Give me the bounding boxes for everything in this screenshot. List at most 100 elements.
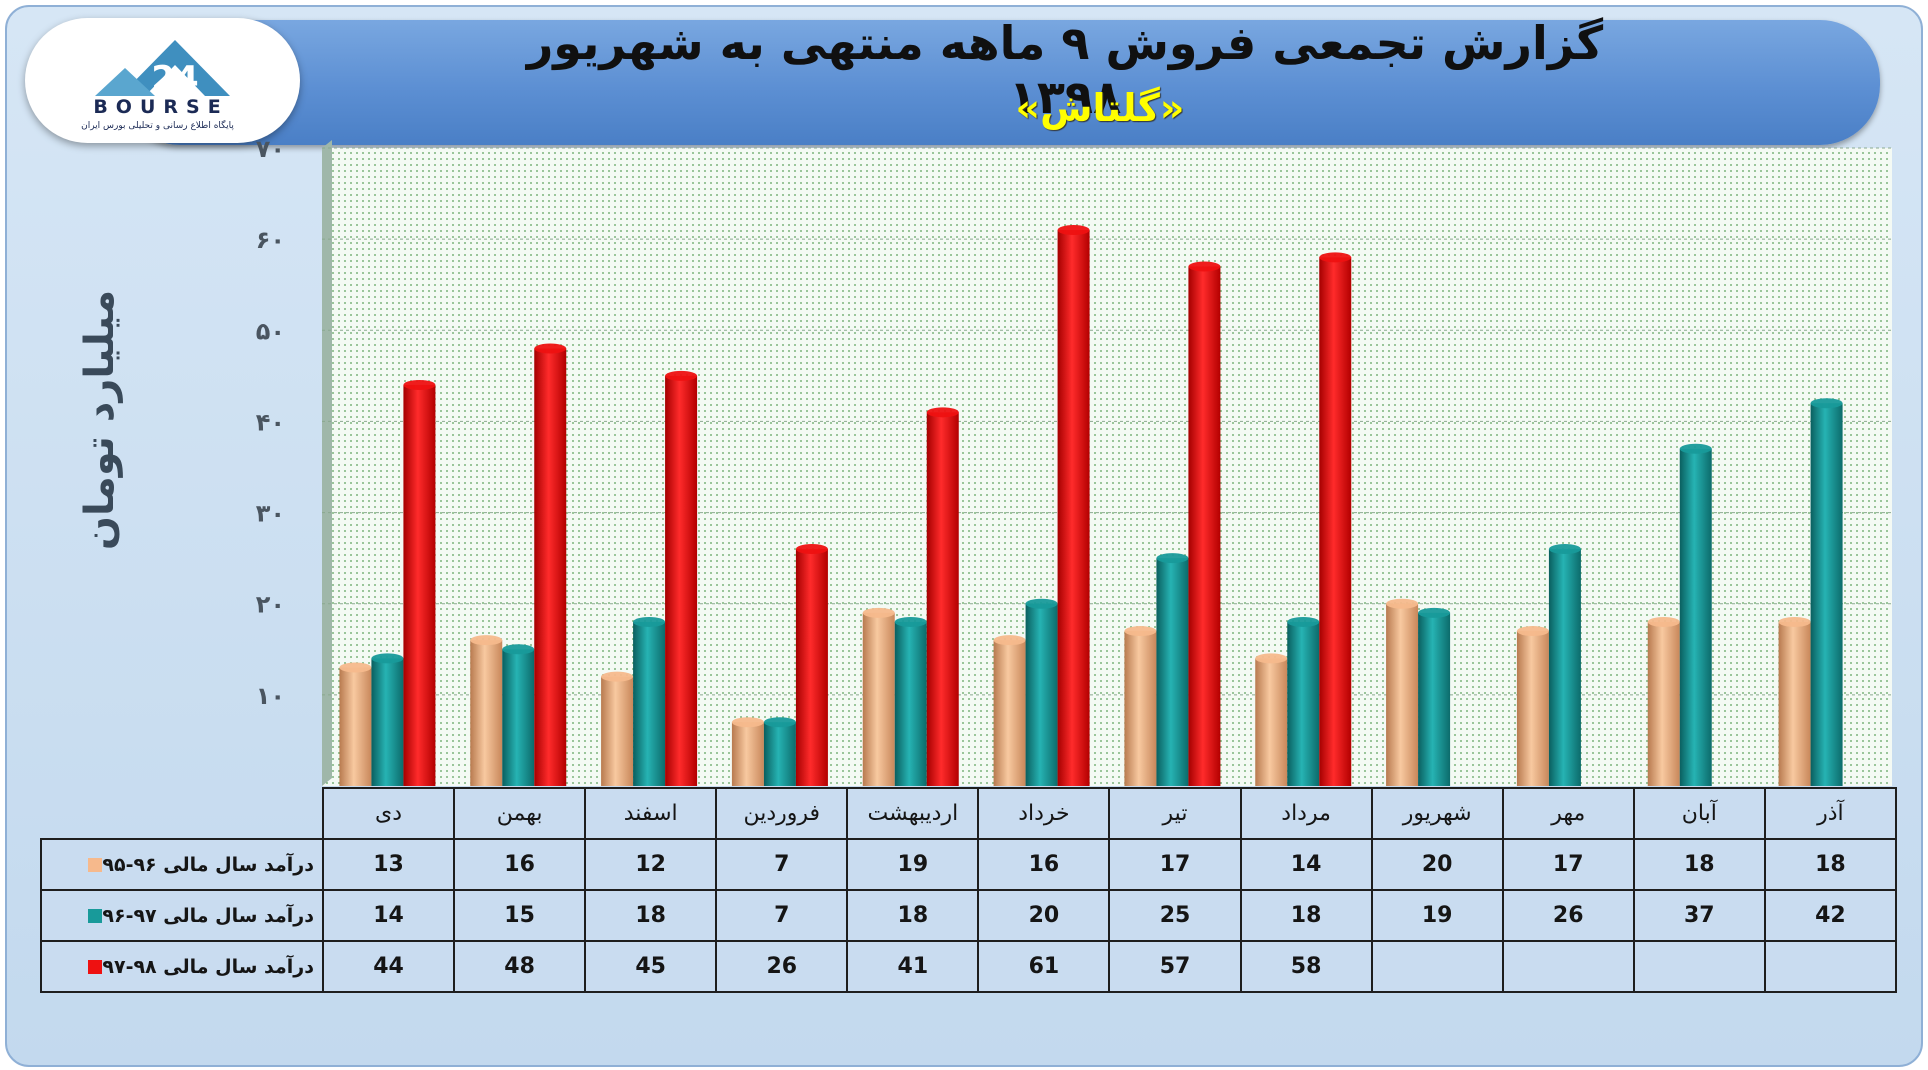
data-label: 20 bbox=[1370, 838, 1504, 891]
bar-cap-series-3 bbox=[1319, 252, 1352, 263]
bar-cap-series-2 bbox=[1418, 607, 1451, 618]
legend-swatch bbox=[88, 909, 103, 923]
legend-entry: درآمد سال مالی ۹۶-۹۵ bbox=[40, 838, 324, 891]
bar-cap-series-3 bbox=[795, 544, 828, 555]
bar-cap-series-1 bbox=[339, 662, 372, 673]
bar-series-1 bbox=[1255, 658, 1288, 786]
bar-series-2 bbox=[1679, 448, 1712, 786]
bar-cap-series-1 bbox=[470, 635, 503, 646]
bar-series-1 bbox=[1647, 621, 1680, 786]
bar-cap-series-2 bbox=[763, 717, 796, 728]
data-label: 48 bbox=[453, 940, 587, 993]
bar-series-2 bbox=[1810, 403, 1843, 786]
bar-cap-series-2 bbox=[1679, 443, 1712, 454]
legend-label: درآمد سال مالی ۹۶-۹۵ bbox=[102, 853, 314, 876]
bar-series-3 bbox=[1188, 266, 1221, 786]
data-label bbox=[1763, 940, 1897, 993]
data-label bbox=[1370, 940, 1504, 993]
bar-cap-series-3 bbox=[534, 343, 567, 354]
data-label: 15 bbox=[453, 889, 587, 942]
data-label: 16 bbox=[977, 838, 1111, 891]
table-row: درآمد سال مالی ۹۶-۹۵ 13 16 12 7 19 16 17 14 20 17 1… bbox=[40, 838, 1897, 891]
data-label: 17 bbox=[1108, 838, 1242, 891]
bar-cap-series-1 bbox=[1386, 598, 1419, 609]
legend-entry: درآمد سال مالی ۹۷-۹۶ bbox=[40, 889, 324, 942]
y-tick-label: ۶۰ bbox=[256, 226, 285, 254]
bar-series-2 bbox=[894, 621, 927, 786]
table-row: درآمد سال مالی ۹۸-۹۷ 44 48 45 26 41 61 57 58 bbox=[40, 940, 1897, 993]
legend-label: درآمد سال مالی ۹۷-۹۶ bbox=[102, 904, 314, 927]
data-label: 18 bbox=[584, 889, 718, 942]
bar-series-2 bbox=[1287, 621, 1320, 786]
data-label: 13 bbox=[321, 838, 456, 891]
y-tick-label: ۴۰ bbox=[256, 408, 285, 436]
x-tick-label: دی bbox=[321, 787, 456, 840]
bar-cap-series-3 bbox=[1188, 261, 1221, 272]
bar-cap-series-1 bbox=[862, 607, 895, 618]
bar-cap-series-2 bbox=[633, 616, 666, 627]
bar-cap-series-1 bbox=[1516, 626, 1549, 637]
logo-word: BOURSE bbox=[93, 96, 229, 118]
data-label: 18 bbox=[1239, 889, 1373, 942]
bar-series-1 bbox=[339, 667, 372, 786]
bar-cap-series-1 bbox=[601, 671, 634, 682]
data-label bbox=[1501, 940, 1635, 993]
data-label: 20 bbox=[977, 889, 1111, 942]
data-label bbox=[1632, 940, 1766, 993]
bar-series-2 bbox=[633, 621, 666, 786]
x-tick-label: خرداد bbox=[977, 787, 1111, 840]
table-header-row: دی بهمن اسفند فروردین اردیبهشت خرداد تیر مرداد ش… bbox=[41, 787, 1897, 840]
bar-series-2 bbox=[763, 722, 796, 786]
x-tick-label: شهریور bbox=[1370, 787, 1504, 840]
logo-mark-icon: 24 bbox=[95, 40, 230, 99]
y-tick-label: ۱۰ bbox=[256, 682, 285, 710]
table-corner bbox=[41, 788, 324, 840]
plot-side-wall bbox=[322, 140, 332, 786]
logo-tagline: پایگاه اطلاع رسانی و تحلیلی بورس ایران bbox=[81, 121, 234, 131]
x-tick-label: بهمن bbox=[453, 787, 587, 840]
data-label: 17 bbox=[1501, 838, 1635, 891]
x-tick-label: آذر bbox=[1763, 787, 1897, 840]
bar-cap-series-1 bbox=[731, 717, 764, 728]
data-label: 7 bbox=[715, 838, 849, 891]
bar-cap-series-1 bbox=[993, 635, 1026, 646]
bar-series-1 bbox=[1386, 603, 1419, 786]
bar-series-1 bbox=[731, 722, 764, 786]
data-label: 19 bbox=[1370, 889, 1504, 942]
bar-series-1 bbox=[601, 676, 634, 786]
data-label: 57 bbox=[1108, 940, 1242, 993]
bar-cap-series-2 bbox=[1156, 553, 1189, 564]
bar-cap-series-3 bbox=[403, 379, 436, 390]
data-label: 44 bbox=[321, 940, 456, 993]
bar-cap-series-2 bbox=[1025, 598, 1058, 609]
bar-series-2 bbox=[1025, 603, 1058, 786]
table-row: درآمد سال مالی ۹۷-۹۶ 14 15 18 7 18 20 25 18 19 26 3… bbox=[40, 889, 1897, 942]
bar-cap-series-2 bbox=[371, 653, 404, 664]
legend-swatch bbox=[88, 858, 103, 872]
y-tick-label: ۷۰ bbox=[256, 135, 285, 163]
svg-text:24: 24 bbox=[151, 59, 198, 99]
data-label: 18 bbox=[846, 889, 980, 942]
bar-cap-series-2 bbox=[1548, 544, 1581, 555]
y-tick-label: ۳۰ bbox=[256, 500, 285, 528]
bar-series-3 bbox=[926, 412, 959, 786]
bar-chart: ۱۰ ۲۰ ۳۰ ۴۰ ۵۰ ۶۰ ۷۰ bbox=[256, 135, 1892, 786]
bar-series-2 bbox=[1548, 549, 1581, 786]
bar-series-3 bbox=[534, 348, 567, 786]
bar-cap-series-1 bbox=[1778, 616, 1811, 627]
bar-cap-series-1 bbox=[1255, 653, 1288, 664]
bar-cap-series-3 bbox=[1057, 225, 1090, 236]
data-label: 37 bbox=[1632, 889, 1766, 942]
data-label: 45 bbox=[584, 940, 718, 993]
bar-series-3 bbox=[403, 384, 436, 786]
bar-cap-series-3 bbox=[665, 370, 698, 381]
bar-series-1 bbox=[1516, 631, 1549, 786]
bar-series-1 bbox=[1124, 631, 1157, 786]
title-banner bbox=[120, 20, 1880, 145]
data-label: 16 bbox=[453, 838, 587, 891]
data-label: 18 bbox=[1763, 838, 1897, 891]
bar-cap-series-3 bbox=[926, 407, 959, 418]
bar-cap-series-1 bbox=[1124, 626, 1157, 637]
bar-series-3 bbox=[1057, 230, 1090, 786]
data-label: 14 bbox=[1239, 838, 1373, 891]
